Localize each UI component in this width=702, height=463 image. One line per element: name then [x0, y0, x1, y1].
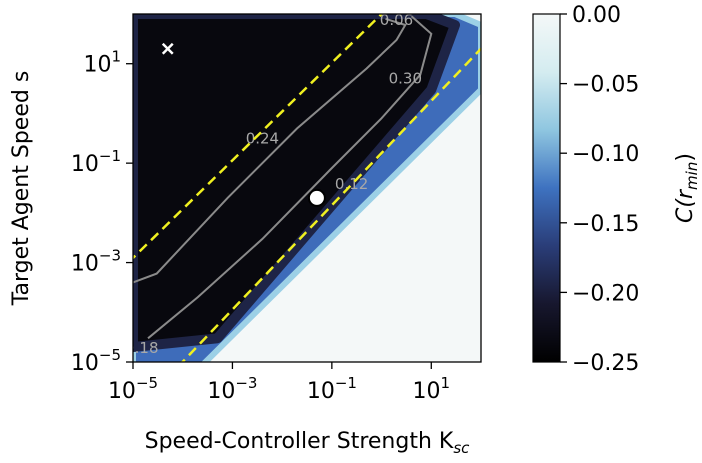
contour-label: 0.24	[246, 129, 279, 147]
y-tick-label: 10−5	[71, 346, 121, 376]
guide-lines	[133, 14, 481, 362]
x-tick-label: 10−1	[307, 374, 357, 404]
colorbar-ticks: 0.00 −0.05 −0.10 −0.15 −0.20 −0.25	[560, 3, 639, 376]
contour-label: 0.12	[335, 175, 368, 193]
colorbar-tick-label: −0.05	[572, 73, 639, 98]
x-axis-label: Speed-Controller Strength Ksc	[145, 429, 471, 457]
heatmap-black-region	[133, 14, 460, 352]
x-marker	[161, 42, 174, 55]
markers	[161, 42, 326, 207]
colorbar	[532, 13, 561, 363]
contour-line	[133, 17, 407, 284]
contour-label: 0.30	[389, 70, 422, 88]
y-tick-label: 10−1	[71, 147, 121, 177]
contour-line	[147, 15, 433, 340]
heatmap-field: 0.06 0.30 0.24 0.12 0.18	[125, 11, 481, 362]
x-tick-label: 10−5	[108, 374, 158, 404]
y-axis-label: Target Agent Speed s	[9, 71, 34, 307]
y-axis-ticks: 10−5 10−3 10−1 101	[71, 48, 133, 376]
circle-marker	[307, 188, 326, 207]
x-tick-label: 10−3	[207, 374, 257, 404]
colorbar-tick-label: 0.00	[572, 3, 621, 28]
guide-line	[133, 14, 383, 260]
plot-frame	[132, 13, 482, 363]
colorbar-label: C(rmin)	[673, 153, 701, 223]
contour-labels: 0.06 0.30 0.24 0.12 0.18	[125, 11, 422, 357]
contour-label: 0.06	[380, 11, 413, 29]
y-tick-label: 10−3	[71, 247, 121, 277]
x-axis-ticks: 10−5 10−3 10−1 101	[108, 362, 450, 404]
colorbar-tick-label: −0.15	[572, 212, 639, 237]
y-tick-label: 101	[83, 48, 121, 78]
colorbar-tick-label: −0.25	[572, 351, 639, 376]
contour-label: 0.18	[125, 339, 158, 357]
guide-line	[180, 47, 481, 362]
x-tick-label: 101	[413, 374, 451, 404]
colorbar-tick-label: −0.10	[572, 142, 639, 167]
colorbar-tick-label: −0.20	[572, 281, 639, 306]
